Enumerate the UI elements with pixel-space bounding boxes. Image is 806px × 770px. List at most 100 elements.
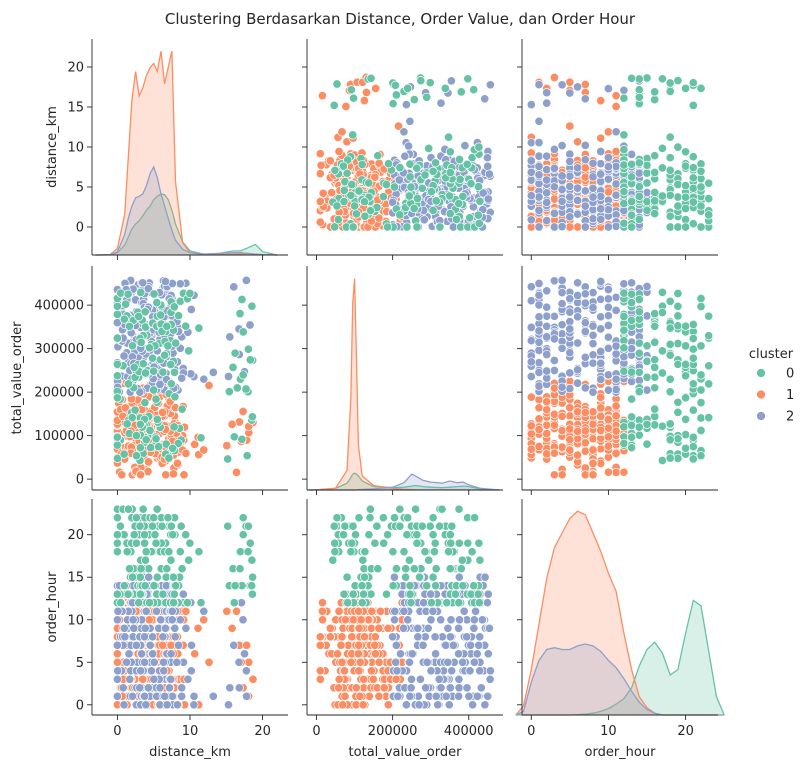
point-cluster-1 xyxy=(603,423,613,433)
point-cluster-0 xyxy=(665,323,675,333)
point-cluster-0 xyxy=(619,325,629,335)
point-cluster-0 xyxy=(473,589,483,599)
point-cluster-0 xyxy=(129,530,139,540)
point-cluster-1 xyxy=(317,91,327,101)
point-cluster-1 xyxy=(526,421,536,431)
point-cluster-2 xyxy=(160,276,170,287)
point-cluster-0 xyxy=(196,598,206,608)
point-cluster-0 xyxy=(428,205,438,215)
point-cluster-0 xyxy=(673,301,683,311)
point-cluster-0 xyxy=(681,359,691,370)
point-cluster-0 xyxy=(230,581,240,591)
point-cluster-2 xyxy=(183,674,193,684)
point-cluster-2 xyxy=(580,298,590,308)
point-cluster-2 xyxy=(534,170,544,180)
point-cluster-2 xyxy=(603,385,613,395)
point-cluster-0 xyxy=(444,132,454,142)
point-cluster-0 xyxy=(681,443,691,453)
point-cluster-2 xyxy=(454,623,464,633)
x-tick-label: 10 xyxy=(600,724,617,739)
point-cluster-0 xyxy=(431,158,441,168)
point-cluster-2 xyxy=(454,674,464,684)
point-cluster-0 xyxy=(404,555,414,565)
point-cluster-0 xyxy=(657,191,667,201)
point-cluster-2 xyxy=(148,649,158,659)
point-cluster-1 xyxy=(573,137,583,147)
point-cluster-0 xyxy=(366,73,376,83)
point-cluster-2 xyxy=(229,640,239,650)
point-cluster-0 xyxy=(665,153,675,163)
point-cluster-0 xyxy=(115,521,125,531)
point-cluster-1 xyxy=(359,674,369,684)
x-axis-label: total_value_order xyxy=(349,745,463,760)
point-cluster-0 xyxy=(122,547,132,557)
point-cluster-0 xyxy=(704,379,714,389)
point-cluster-0 xyxy=(144,564,154,574)
point-cluster-2 xyxy=(580,186,590,196)
point-cluster-1 xyxy=(549,448,559,458)
point-cluster-1 xyxy=(596,458,606,468)
point-cluster-1 xyxy=(355,691,365,701)
point-cluster-0 xyxy=(245,355,255,365)
point-cluster-0 xyxy=(619,93,629,103)
point-cluster-0 xyxy=(381,179,391,190)
point-cluster-0 xyxy=(665,222,675,232)
y-tick-label: 15 xyxy=(67,571,84,586)
point-cluster-0 xyxy=(169,589,179,599)
point-cluster-2 xyxy=(611,127,621,137)
point-cluster-0 xyxy=(168,530,178,540)
point-cluster-1 xyxy=(391,674,401,684)
point-cluster-0 xyxy=(665,350,675,360)
point-cluster-1 xyxy=(347,632,357,642)
point-cluster-2 xyxy=(611,349,621,359)
point-cluster-0 xyxy=(650,309,660,319)
point-cluster-0 xyxy=(357,598,367,608)
point-cluster-0 xyxy=(688,78,698,88)
point-cluster-2 xyxy=(611,221,621,231)
point-cluster-0 xyxy=(350,201,360,211)
point-cluster-0 xyxy=(619,288,629,298)
point-cluster-2 xyxy=(534,345,544,355)
point-cluster-2 xyxy=(557,343,567,353)
point-cluster-2 xyxy=(596,204,606,214)
point-cluster-1 xyxy=(315,169,325,179)
point-cluster-1 xyxy=(526,392,536,402)
point-cluster-0 xyxy=(338,161,349,171)
point-cluster-2 xyxy=(549,365,559,376)
point-cluster-2 xyxy=(603,174,613,184)
point-cluster-0 xyxy=(422,92,432,102)
point-cluster-0 xyxy=(681,222,691,232)
point-cluster-2 xyxy=(526,296,536,306)
point-cluster-0 xyxy=(650,321,660,331)
point-cluster-0 xyxy=(650,209,660,219)
point-cluster-0 xyxy=(458,581,468,591)
point-cluster-2 xyxy=(472,691,482,701)
point-cluster-0 xyxy=(634,422,644,432)
point-cluster-2 xyxy=(454,649,464,659)
point-cluster-1 xyxy=(353,649,363,659)
point-cluster-0 xyxy=(184,346,194,356)
point-cluster-0 xyxy=(463,538,473,548)
point-cluster-0 xyxy=(704,331,714,341)
point-cluster-0 xyxy=(688,353,698,363)
point-cluster-1 xyxy=(588,407,598,417)
point-cluster-0 xyxy=(627,172,637,182)
point-cluster-2 xyxy=(430,632,440,642)
point-cluster-0 xyxy=(619,145,629,155)
point-cluster-2 xyxy=(148,632,158,642)
y-tick-label: 20 xyxy=(67,61,84,76)
point-cluster-1 xyxy=(580,407,590,418)
point-cluster-2 xyxy=(454,615,465,625)
point-cluster-0 xyxy=(467,547,477,557)
point-cluster-2 xyxy=(588,321,598,331)
x-tick-label: 10 xyxy=(182,724,199,739)
point-cluster-0 xyxy=(402,222,412,232)
point-cluster-1 xyxy=(379,683,389,693)
point-cluster-0 xyxy=(347,538,357,548)
point-cluster-2 xyxy=(603,320,613,331)
point-cluster-0 xyxy=(424,143,434,153)
y-tick-label: 200000 xyxy=(34,386,84,401)
point-cluster-2 xyxy=(634,168,644,178)
point-cluster-0 xyxy=(681,161,691,171)
point-cluster-0 xyxy=(346,85,356,95)
